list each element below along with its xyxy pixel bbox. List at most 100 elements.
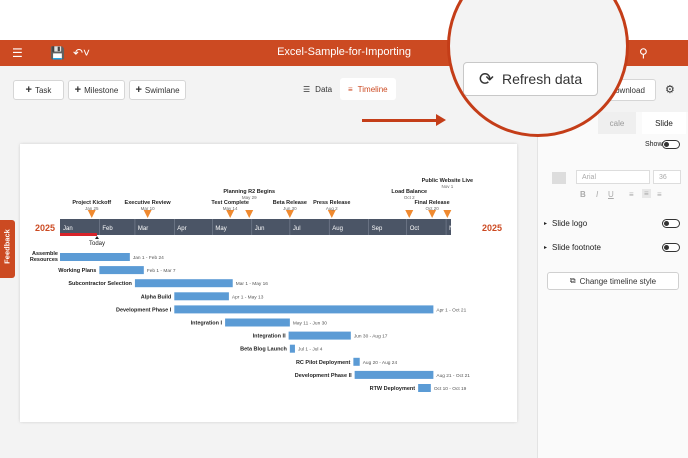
today-pointer [95,236,99,239]
chevron-right-icon: ▸ [544,245,548,251]
month-label: Feb [102,226,113,232]
milestone-date: May 14 [223,206,238,211]
align-left-icon[interactable]: ≡ [629,190,634,199]
format-panel: cale Slide Show Arial 36 B I U ≡ ≡ ≡ ▸ S… [537,112,688,458]
task-bar [354,370,434,379]
italic-icon[interactable]: I [596,190,599,199]
milestone-name: Public Website Live [422,178,474,184]
milestone-marker [285,210,294,218]
tab-scale[interactable]: cale [598,112,636,134]
plus-icon: + [25,84,32,96]
refresh-data-button[interactable]: ⟳ Refresh data [463,62,598,96]
today-marker [60,233,97,236]
task-date-range: Feb 1 - Mar 7 [147,268,176,274]
timeline-axis-bar [60,219,451,235]
task-bar [134,279,233,288]
bold-icon[interactable]: B [580,190,586,199]
month-label: Jul [293,226,301,232]
milestone-name: Test Complete [211,200,249,206]
add-task-label: Task [34,85,52,95]
month-label: Oct [410,226,420,232]
month-label: Jun [255,226,265,232]
add-milestone-label: Milestone [84,85,119,95]
task-bar [60,253,130,261]
milestone-date: Mar 10 [141,206,156,211]
slide-footnote-label[interactable]: Slide footnote [552,243,601,252]
month-label: Apr [177,226,186,232]
task-date-range: Jul 1 - Jul 4 [298,347,323,353]
feedback-label: Feedback [2,229,12,264]
tab-data-label: Data [315,84,333,94]
task-name: RC Pilot Deployment [296,360,351,366]
task-name: Integration I [191,321,223,327]
milestone-name: Load Balance [391,189,427,195]
tab-slide[interactable]: Slide [642,112,686,134]
font-size-select[interactable]: 36 [653,170,681,184]
undo-icon[interactable]: ↶˅ [73,46,91,60]
task-name: Beta Blog Launch [240,347,287,353]
milestone-name: Beta Release [273,200,307,206]
month-label: Mar [138,226,148,232]
task-name: Resources [30,257,58,263]
align-right-icon[interactable]: ≡ [657,190,662,199]
timeline-chart: 2025 2025 Jan Feb Mar Apr May Jun Jul Aug Sep Oct No… [30,178,502,392]
tab-data[interactable]: ☰ Data [295,78,340,100]
list-icon: ☰ [303,84,311,94]
document-title: Excel-Sample-for-Importing [277,46,411,58]
toolbar: + Task + Milestone + Swimlane ☰ Data ≡ T… [0,66,688,112]
plus-icon: + [135,84,142,96]
milestone-name: Final Release [415,200,450,206]
task-date-range: Jan 1 - Feb 24 [133,255,164,261]
today-label: Today [89,241,105,247]
milestone-marker [327,210,336,218]
add-task-button[interactable]: + Task [13,80,64,100]
task-date-range: May 11 - Jun 30 [293,321,327,327]
month-label: Sep [372,226,383,232]
refresh-data-label: Refresh data [501,71,583,87]
task-name: Integration II [253,334,286,340]
save-icon[interactable]: 💾 [50,46,65,60]
menu-logo-icon[interactable]: ☰ [12,46,23,60]
month-label: Aug [332,226,343,232]
align-center-icon[interactable]: ≡ [642,189,651,198]
underline-icon[interactable]: U [608,190,614,199]
task-bar [288,331,351,340]
task-name: Subcontractor Selection [68,281,132,287]
slide-footnote-toggle[interactable] [662,243,680,252]
refresh-icon: ⟳ [478,68,494,89]
font-family-select[interactable]: Arial [576,170,650,184]
slide-logo-toggle[interactable] [662,219,680,228]
bell-icon[interactable]: ⚲ [639,46,648,60]
style-icon: ⧉ [569,276,576,285]
year-label-right: 2025 [482,223,502,233]
milestone-date: Jan 25 [85,206,99,211]
task-date-range: Apr 1 - Oct 21 [436,307,466,313]
milestone-date: Aug 2 [326,206,338,211]
task-bar [99,266,144,275]
task-name: Development Phase I [116,307,172,313]
task-date-range: Jun 30 - Aug 17 [354,334,388,340]
font-size-value: 36 [659,174,667,181]
show-title-toggle[interactable] [662,140,680,149]
show-label: Show [645,141,663,148]
task-name: RTW Deployment [370,386,416,392]
milestone-name: Press Release [313,200,350,206]
task-date-range: Oct 10 - Oct 19 [434,386,467,392]
add-milestone-button[interactable]: + Milestone [68,80,125,100]
milestone-name: Planning R2 Begins [223,189,275,195]
tab-timeline[interactable]: ≡ Timeline [340,78,396,100]
task-bar [418,384,431,392]
milestone-date: Oct 20 [425,206,439,211]
milestone-date: May 29 [242,195,257,200]
change-timeline-style-button[interactable]: ⧉ Change timeline style [547,272,679,290]
slide-logo-label[interactable]: Slide logo [552,219,588,228]
gear-icon[interactable]: ⚙ [665,84,675,96]
milestone-marker [443,210,452,218]
milestone-date: Oct 2 [404,195,415,200]
task-date-range: Aug 21 - Oct 21 [436,373,470,379]
feedback-tab[interactable]: Feedback [0,220,15,278]
task-name: Development Phase II [295,373,352,379]
download-label: ownload [615,85,645,95]
add-swimlane-button[interactable]: + Swimlane [129,80,186,100]
color-swatch[interactable] [552,172,566,184]
